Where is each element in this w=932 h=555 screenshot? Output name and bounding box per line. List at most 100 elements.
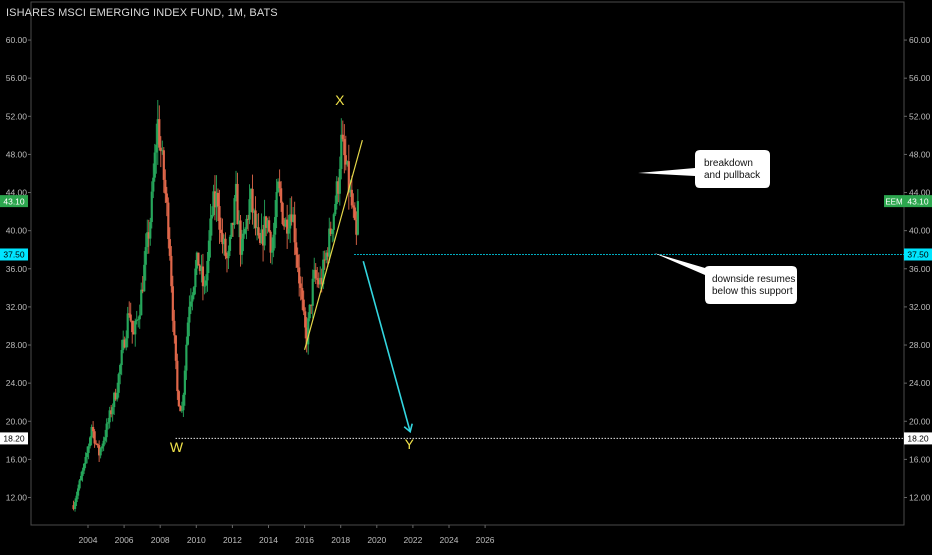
w-level-label-right: 18.20 (907, 434, 929, 444)
candle-body (168, 239, 171, 256)
candle-body (119, 365, 122, 375)
candle-body (105, 423, 108, 438)
y-tick-label-left: 20.00 (6, 416, 28, 426)
y-tick-label-right: 48.00 (909, 149, 931, 159)
y-tick-label-left: 36.00 (6, 264, 28, 274)
wave-label-x: X (335, 92, 345, 108)
candle-body (221, 232, 224, 245)
candle-body (264, 216, 268, 228)
candle-body (144, 247, 147, 265)
candle-body (122, 339, 125, 350)
last-price-box-right (904, 195, 932, 208)
candle-body (161, 150, 164, 152)
candle-body (338, 168, 341, 194)
w-level-box-right (904, 432, 932, 445)
candle-body (192, 287, 195, 296)
candle-body (326, 252, 329, 257)
w-level-box-left (0, 432, 28, 445)
candle-body (149, 222, 152, 239)
candle-body (301, 287, 304, 300)
candle-body (269, 231, 272, 253)
candle-body (173, 320, 176, 336)
candle-body (225, 256, 229, 259)
candle-body (317, 279, 320, 285)
candle-body (131, 320, 134, 333)
breakdown-label-2: and pullback (704, 170, 761, 181)
candle-body (138, 315, 141, 320)
y-tick-label-right: 28.00 (909, 340, 931, 350)
candle-body (76, 488, 80, 496)
candle-body (329, 228, 332, 234)
candle-body (254, 210, 257, 229)
y-tick-label-right: 44.00 (909, 188, 931, 198)
candle-body (125, 338, 128, 348)
candle-body (170, 255, 173, 287)
candle-body (99, 448, 102, 456)
candle-body (258, 235, 262, 243)
candle-body (305, 327, 308, 345)
candle-body (231, 222, 235, 225)
candle-body (323, 259, 326, 261)
candle-body (268, 220, 271, 232)
candle-body (299, 283, 302, 288)
candle-body (274, 217, 277, 235)
candle-body (307, 318, 310, 345)
candle-body (284, 219, 287, 227)
candle-body (349, 189, 352, 193)
candle-body (341, 134, 344, 140)
candle-body (343, 139, 346, 156)
candle-body (90, 426, 93, 438)
candle-body (249, 188, 253, 200)
candle-body (140, 289, 143, 316)
candle-body (120, 349, 123, 366)
symbol-tag: EEM (885, 197, 903, 206)
candle-body (147, 232, 150, 239)
candles-layer (72, 99, 359, 512)
candle-body (128, 313, 131, 315)
candle-body (246, 218, 250, 220)
x-tick-label: 2024 (440, 535, 459, 545)
candle-body (263, 216, 266, 246)
candle-body (195, 252, 199, 269)
candle-body (107, 422, 110, 424)
candle-body (194, 268, 197, 288)
candle-body (198, 265, 202, 271)
candle-body (243, 228, 247, 234)
candle-body (290, 214, 293, 222)
candle-body (85, 452, 89, 457)
candle-body (340, 134, 343, 169)
candle-body (334, 203, 337, 215)
candle-body (335, 181, 338, 204)
candle-body (311, 278, 314, 306)
candle-body (260, 229, 263, 243)
candle-body (209, 218, 212, 241)
axes-layer: 12.00 12.00 16.00 16.00 20.00 20.00 24.00 24.00… (6, 1, 931, 545)
candle-body (298, 267, 301, 284)
candle-body (304, 311, 307, 328)
candle-body (189, 301, 192, 307)
candle-body (281, 202, 284, 225)
candle-body (353, 207, 356, 220)
candle-body (215, 192, 218, 208)
candle-body (295, 242, 298, 255)
candle-body (126, 313, 129, 339)
candle-body (108, 410, 111, 423)
candle-body (158, 119, 161, 148)
last-price-box-left (0, 195, 28, 208)
candle-body (87, 446, 90, 453)
candle-body (344, 155, 347, 165)
candle-body (228, 236, 232, 251)
symbol-tag-box (884, 195, 904, 208)
candle-body (89, 437, 92, 447)
candle-body (314, 269, 317, 279)
y-tick-label-left: 40.00 (6, 226, 28, 236)
candle-body (236, 183, 239, 225)
y-tick-label-right: 60.00 (909, 35, 931, 45)
candle-body (113, 392, 116, 408)
candle-body (96, 443, 99, 446)
candle-body (188, 306, 191, 323)
candle-body (248, 199, 251, 220)
candle-body (203, 285, 206, 287)
downside-callout (654, 253, 797, 304)
